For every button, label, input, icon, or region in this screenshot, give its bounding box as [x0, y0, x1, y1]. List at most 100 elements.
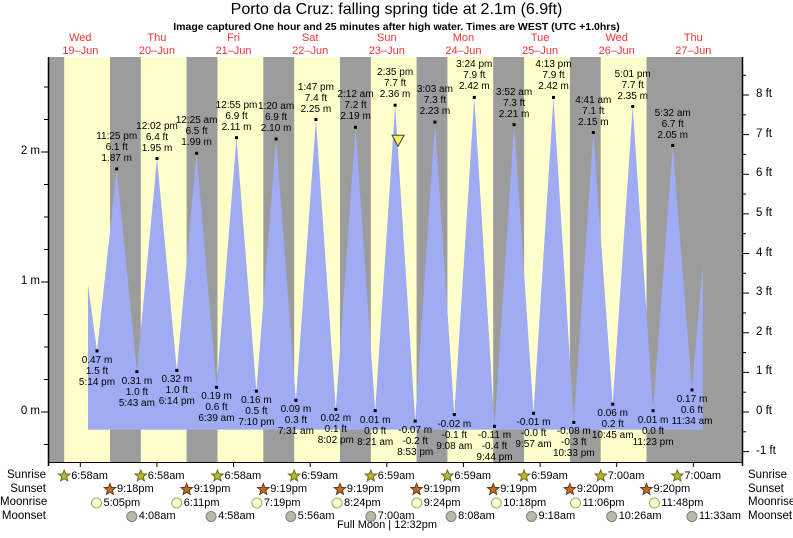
moonset-moon-icon	[445, 511, 457, 522]
tide-event-dot	[334, 407, 338, 411]
tide-event-dot	[532, 411, 535, 415]
sunset-star-icon	[486, 482, 501, 496]
sunrise-star-icon	[363, 468, 378, 483]
ft-axis-label: 0 ft	[756, 405, 772, 417]
tide-event-dot	[552, 95, 555, 99]
day-column-label: Tue 25–Jun	[522, 32, 559, 57]
tide-low-label: -0.11 m -0.4 ft 9:44 pm	[476, 430, 513, 464]
tide-high-label: 12:25 am 6.5 ft 1.99 m	[175, 115, 218, 149]
moonrise-moon-icon	[570, 497, 581, 509]
tide-high-label: 4:41 am 7.1 ft 2.15 m	[575, 94, 612, 128]
sunrise-star-icon	[133, 468, 148, 483]
day-column-label: Mon 24–Jun	[445, 32, 482, 57]
sunrise-star-icon	[287, 468, 302, 483]
day-column-label: Sun 23–Jun	[368, 32, 405, 57]
moonset-time: 5:56am	[297, 510, 335, 522]
sunrise-star-icon	[210, 468, 225, 483]
tide-high-label: 5:01 pm 7.7 ft 2.35 m	[614, 68, 651, 102]
tide-event-dot	[95, 349, 99, 353]
tide-high-label: 11:25 pm 6.1 ft 1.87 m	[96, 130, 138, 164]
sunrise-row-label-left: Sunrise	[7, 469, 46, 481]
sunset-star-icon	[103, 482, 118, 496]
tide-high-label: 12:55 pm 6.9 ft 2.11 m	[215, 99, 258, 133]
sunrise-star-icon	[57, 468, 72, 483]
moonrise-time: 6:11pm	[183, 496, 220, 509]
tide-event-dot	[354, 125, 357, 129]
moonrise-row-label-right: Moonrise	[748, 496, 793, 508]
day-column-label: Sat 22–Jun	[292, 32, 329, 57]
tide-event-dot	[215, 385, 218, 389]
moonset-time: 11:33am	[698, 510, 741, 522]
day-column-label: Thu 20–Jun	[138, 32, 175, 57]
tide-low-label: 0.16 m 0.5 ft 7:10 pm	[238, 395, 275, 429]
tide-low-label: 0.17 m 0.6 ft 11:34 am	[671, 393, 713, 427]
moonset-row-label-left: Moonset	[1, 509, 46, 522]
tide-event-dot	[115, 167, 119, 171]
moonset-moon-icon	[126, 511, 138, 522]
tide-high-label: 5:32 am 6.7 ft 2.05 m	[654, 107, 691, 141]
tide-event-dot	[413, 419, 417, 423]
chart-subtitle: Image captured One hour and 25 minutes a…	[173, 21, 620, 33]
current-time-marker	[391, 134, 405, 148]
moonrise-moon-icon	[331, 497, 343, 509]
moonset-moon-icon	[365, 511, 377, 522]
moonrise-time: 11:48pm	[661, 496, 704, 509]
ft-axis-label: -1 ft	[756, 444, 776, 457]
moonrise-moon-icon	[490, 497, 502, 509]
tide-event-dot	[433, 120, 437, 124]
tide-event-dot	[671, 144, 675, 147]
moonrise-moon-icon	[411, 497, 423, 509]
m-axis-label: 1 m	[20, 275, 40, 287]
moonrise-moon-icon	[91, 497, 102, 509]
sunset-star-icon	[332, 482, 347, 496]
moonset-time: 10:26am	[618, 510, 662, 522]
tide-low-label: -0.02 m -0.1 ft 9:08 am	[436, 418, 473, 452]
tide-high-label: 2:35 pm 7.7 ft 2.36 m	[377, 67, 414, 101]
tide-area	[88, 97, 703, 430]
tide-event-dot	[591, 131, 595, 134]
moonrise-moon-icon	[648, 497, 660, 509]
sunset-time: 9:19pm	[193, 483, 231, 495]
sunset-star-icon	[639, 482, 654, 496]
tide-event-dot	[274, 137, 278, 141]
page-title: Porto da Cruz: falling spring tide at 2.…	[230, 1, 563, 18]
tide-low-label: 0.02 m 0.1 ft 8:02 pm	[317, 413, 354, 447]
tide-event-dot	[254, 389, 258, 393]
tide-event-dot	[294, 398, 298, 402]
sunrise-time: 6:58am	[224, 469, 262, 482]
tide-high-label: 1:20 am 6.9 ft 2.10 m	[258, 101, 295, 134]
tide-low-label: -0.08 m -0.3 ft 10:33 pm	[552, 426, 595, 460]
tide-high-label: 3:24 pm 7.9 ft 2.42 m	[456, 59, 493, 93]
sunset-star-icon	[409, 482, 424, 496]
moonset-time: 7:00am	[377, 510, 415, 522]
tide-high-label: 2:12 am 7.2 ft 2.19 m	[337, 89, 374, 123]
sunset-row-label-right: Sunset	[748, 482, 784, 495]
tide-low-label: 0.01 m 0.0 ft 11:23 pm	[632, 414, 674, 448]
m-axis-label: 0 m	[20, 405, 40, 417]
tide-low-label: 0.47 m 1.5 ft 5:14 pm	[78, 354, 116, 388]
ft-axis-label: 6 ft	[756, 167, 772, 180]
tide-event-dot	[373, 409, 377, 413]
sunrise-time: 6:58am	[71, 469, 108, 482]
sunset-star-icon	[562, 482, 577, 496]
sunset-star-icon	[179, 482, 194, 496]
tide-high-label: 3:52 am 7.3 ft 2.21 m	[496, 86, 533, 120]
sunrise-time: 6:58am	[147, 469, 185, 482]
moonset-time: 9:18am	[538, 510, 576, 522]
moonset-time: 4:58am	[218, 510, 255, 522]
ft-axis-label: 1 ft	[756, 365, 772, 378]
ft-axis-label: 3 ft	[756, 286, 772, 299]
tide-low-label: 0.32 m 1.0 ft 6:14 pm	[158, 374, 195, 408]
moonset-moon-icon	[686, 511, 698, 522]
tide-event-dot	[393, 103, 397, 107]
sunset-time: 9:20pm	[653, 483, 691, 495]
moonrise-moon-icon	[251, 497, 263, 509]
sunset-time: 9:18pm	[117, 483, 154, 495]
tide-event-dot	[512, 123, 516, 127]
moon-phase-note: Full Moon | 12:32pm	[336, 519, 438, 531]
moonrise-time: 7:19pm	[263, 496, 301, 509]
moonrise-time: 5:05pm	[103, 496, 141, 509]
tide-event-dot	[235, 136, 238, 140]
moonset-moon-icon	[606, 511, 618, 522]
